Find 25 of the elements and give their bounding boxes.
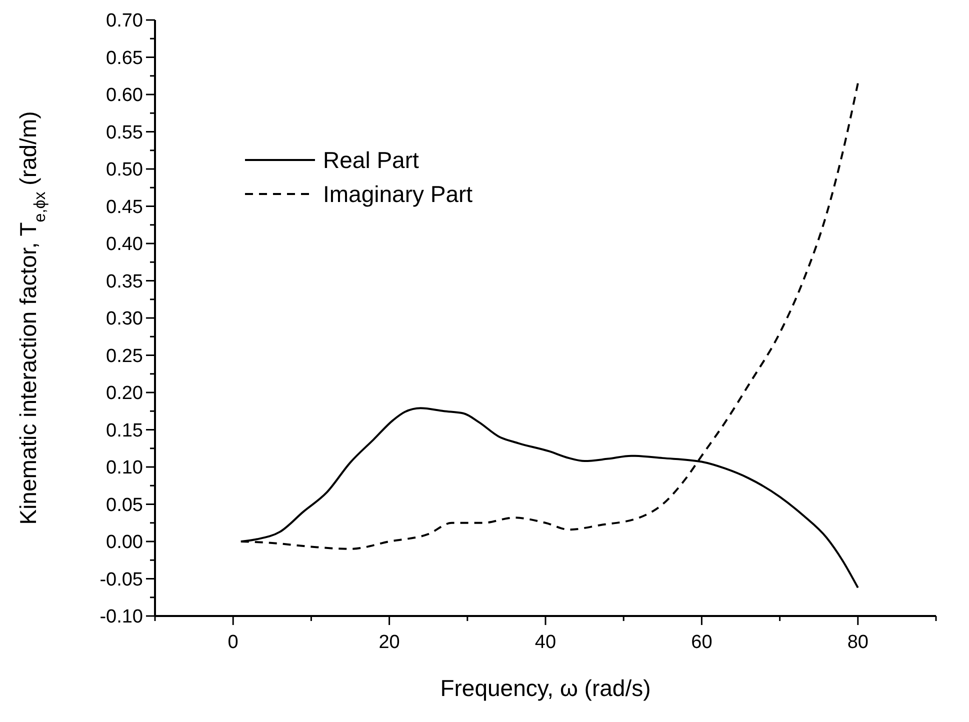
y-tick-label: 0.00 <box>106 532 143 554</box>
y-tick-label: 0.40 <box>106 234 143 256</box>
y-tick-label: 0.25 <box>106 346 143 367</box>
x-tick-label: 0 <box>228 632 238 653</box>
y-tick-label: 0.50 <box>106 160 143 181</box>
y-tick-label: 0.20 <box>106 383 143 404</box>
y-tick-label: 0.45 <box>106 196 143 218</box>
x-tick-label: 80 <box>847 632 868 653</box>
y-tick-label: 0.65 <box>106 48 143 69</box>
y-tick-label: 0.35 <box>106 271 143 292</box>
x-axis-title: Frequency, ω (rad/s) <box>440 675 651 701</box>
y-tick-label: 0.05 <box>106 494 143 516</box>
y-tick-label: 0.60 <box>106 85 143 106</box>
y-tick-label: 0.30 <box>106 308 143 330</box>
legend-label: Imaginary Part <box>323 181 474 208</box>
y-tick-label: 0.10 <box>106 458 143 479</box>
y-tick-label: 0.15 <box>106 420 143 442</box>
y-tick-label: 0.55 <box>106 122 143 144</box>
y-tick-label: -0.10 <box>100 606 143 628</box>
x-tick-label: 60 <box>691 632 712 653</box>
y-tick-label: 0.70 <box>106 10 143 32</box>
legend-label: Real Part <box>323 147 420 174</box>
x-tick-label: 20 <box>378 632 400 653</box>
y-tick-label: -0.05 <box>100 569 143 590</box>
x-tick-label: 40 <box>534 632 556 653</box>
